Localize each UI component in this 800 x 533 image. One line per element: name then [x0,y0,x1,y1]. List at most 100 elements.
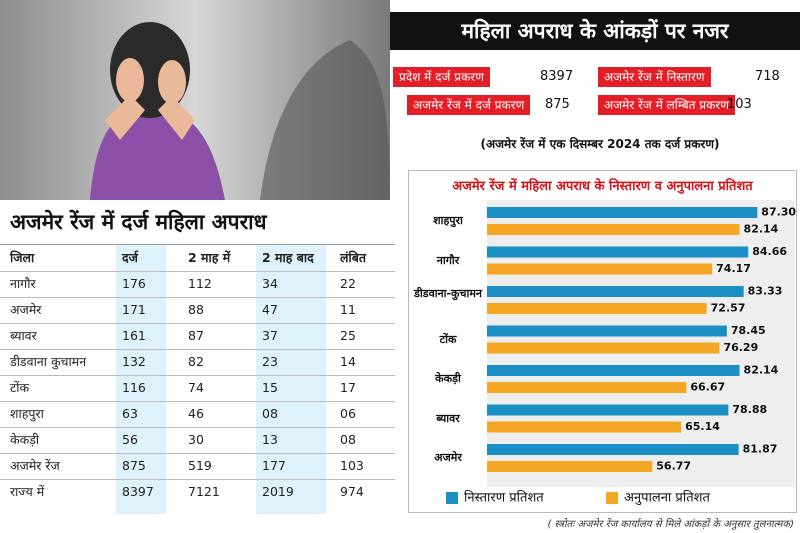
bar [457,246,749,258]
column-header: दर्ज [122,250,138,265]
value-label: 84.66 [752,245,787,258]
table-cell: नागौर [10,276,36,291]
column-header: जिला [10,250,35,265]
table-cell: 103 [340,458,364,473]
legend-label: निस्तारण प्रतिशत [464,490,544,506]
row-rule [0,297,395,298]
table-cell: 23 [262,354,278,369]
row-rule [0,427,395,428]
value-label: 82.14 [744,364,779,377]
table: जिला दर्ज 2 माह में 2 माह बाद लंबित नागौर 176 1… [0,244,395,514]
value-label: 78.88 [732,403,767,416]
table-cell: 25 [340,328,356,343]
column-header: 2 माह में [188,250,231,265]
value-label: 81.87 [743,443,778,456]
value-label: 66.67 [690,381,725,394]
bar [457,325,727,337]
stat-value: 8397 [540,69,574,84]
stat-label: अजमेर रेंज में लम्बित प्रकरण [598,95,735,115]
table-cell: 8397 [122,484,154,499]
value-label: 82.14 [744,223,779,236]
table-cell: 132 [122,354,146,369]
row-rule [0,453,395,454]
bar [457,286,744,297]
bar [457,342,720,354]
legend-label: अनुपालना प्रतिशत [624,490,710,506]
stat-label: अजमेर रेंज में दर्ज प्रकरण [407,95,531,115]
table-cell: 177 [262,458,286,473]
table-cell: 47 [262,302,278,317]
table-cell: 06 [340,406,356,421]
row-rule [0,375,395,376]
table-cell: अजमेर [10,302,42,317]
table-title: अजमेर रेंज में दर्ज महिला अपराध [10,210,267,234]
table-cell: 112 [188,276,212,291]
column-highlight [116,244,166,514]
bar [457,421,682,433]
bar [457,263,713,275]
table-cell: 34 [262,276,278,291]
bar [457,404,729,416]
value-label: 72.57 [711,302,746,315]
chart-title: अजमेर रेंज में महिला अपराध के निस्तारण व… [452,179,753,194]
bar [457,444,739,455]
category-label: केकड़ी [435,372,461,385]
stat-label: प्रदेश में दर्ज प्रकरण [393,67,490,87]
table-cell: 974 [340,484,364,499]
stat-value: 875 [545,97,570,112]
header-title: महिला अपराध के आंकड़ों पर नजर [390,12,800,50]
table-cell: 63 [122,406,138,421]
value-label: 76.29 [723,341,758,354]
table-cell: 2019 [262,484,294,499]
table-cell: 87 [188,328,204,343]
table-rule [0,244,395,245]
table-cell: 56 [122,432,138,447]
table-cell: 13 [262,432,278,447]
table-cell: 08 [262,406,278,421]
table-cell: 22 [340,276,356,291]
legend-swatch [446,492,458,504]
stat-label: अजमेर रेंज में निस्तारण [598,67,711,87]
stat-value: 718 [755,69,780,84]
value-label: 87.30 [761,206,796,219]
bar [457,382,687,393]
bar [457,207,758,218]
table-cell: 08 [340,432,356,447]
bar [457,461,653,472]
row-rule [0,271,395,272]
table-cell: 88 [188,302,204,317]
category-label: अजमेर [434,451,462,464]
table-cell: अजमेर रेंज [10,458,60,473]
table-cell: 116 [122,380,146,395]
table-cell: 37 [262,328,278,343]
table-cell: 11 [340,302,356,317]
table-cell: 15 [262,380,278,395]
table-cell: 30 [188,432,204,447]
illustration [0,0,390,200]
table-cell: 82 [188,354,204,369]
category-label: ब्यावर [436,411,460,425]
table-cell: 74 [188,380,204,395]
table-cell: राज्य में [10,484,45,499]
category-label: नागौर [436,253,460,267]
table-cell: 7121 [188,484,220,499]
value-label: 83.33 [748,285,783,298]
value-label: 65.14 [685,420,720,433]
legend-swatch [606,492,618,504]
table-cell: केकड़ी [10,432,40,447]
table-cell: डीडवाना कुचामन [10,354,87,369]
row-rule [0,479,395,480]
row-rule [0,401,395,402]
table-cell: 875 [122,458,146,473]
value-label: 78.45 [731,324,766,337]
table-cell: 171 [122,302,146,317]
table-cell: ब्यावर [10,328,37,343]
table-cell: 17 [340,380,356,395]
chart-frame [408,170,797,513]
column-highlight [256,244,326,514]
table-cell: 46 [188,406,204,421]
bar [457,224,740,235]
table-cell: शाहपुरा [10,406,44,421]
